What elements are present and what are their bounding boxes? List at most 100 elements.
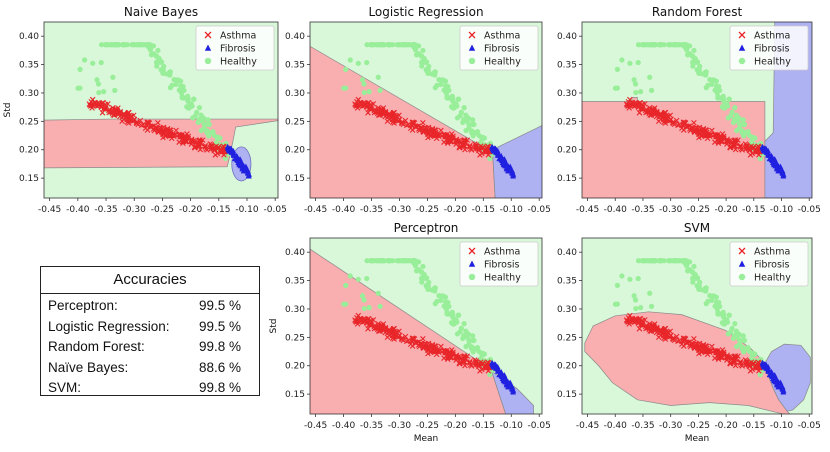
healthy-point [685, 268, 691, 274]
healthy-point [461, 105, 467, 111]
healthy-legend-marker [468, 273, 476, 281]
fibrosis-point [224, 143, 231, 149]
healthy-point [627, 276, 633, 282]
asthma-point [731, 137, 738, 144]
healthy-point [703, 85, 709, 91]
fibrosis-point [503, 159, 509, 166]
healthy-point [690, 63, 696, 69]
healthy-point [98, 42, 105, 48]
asthma-point [639, 322, 645, 328]
asthma-point [453, 137, 460, 144]
fibrosis-point [489, 143, 495, 149]
healthy-point [463, 127, 469, 134]
healthy-point [633, 305, 639, 312]
asthma-point [626, 105, 633, 111]
y-tick-label: 0.15 [285, 174, 305, 184]
x-tick-label: -0.15 [472, 421, 495, 431]
asthma-point [700, 125, 707, 132]
healthy-point [640, 258, 646, 264]
healthy-point [364, 275, 370, 282]
legend-label-fibrosis: Fibrosis [484, 44, 520, 55]
asthma-point [750, 360, 757, 366]
asthma-point [113, 107, 119, 114]
healthy-point [96, 89, 102, 96]
asthma-point [731, 353, 738, 360]
healthy-point [731, 117, 738, 123]
healthy-point [739, 130, 746, 136]
asthma-point [402, 333, 409, 340]
healthy-point [440, 78, 447, 84]
healthy-point [419, 279, 425, 285]
healthy-point [369, 42, 375, 48]
asthma-point [479, 150, 485, 157]
asthma-point [696, 350, 702, 357]
asthma-point [462, 146, 468, 153]
healthy-point [196, 117, 202, 123]
healthy-point [222, 155, 229, 162]
accuracy-value: 99.5 % [199, 318, 242, 334]
fibrosis-point [765, 147, 771, 154]
asthma-point [460, 353, 467, 360]
x-tick-label: -0.20 [714, 205, 738, 215]
healthy-point [726, 312, 732, 318]
asthma-point [467, 144, 473, 150]
x-tick-label: -0.35 [631, 421, 654, 431]
healthy-point [82, 57, 88, 63]
healthy-point [627, 60, 633, 66]
x-tick-label: -0.35 [631, 205, 654, 215]
asthma-point [160, 124, 167, 131]
healthy-point [458, 325, 464, 331]
asthma-point [633, 316, 640, 323]
asthma-point [467, 142, 473, 149]
asthma-point [420, 119, 426, 126]
healthy-point [120, 42, 126, 48]
healthy-point [647, 290, 653, 296]
asthma-point [413, 340, 420, 346]
healthy-point [380, 258, 387, 264]
y-tick-label: 0.25 [285, 117, 305, 127]
asthma-point [133, 119, 140, 126]
x-tick-label: -0.30 [388, 421, 412, 431]
asthma-legend-marker [468, 247, 476, 255]
healthy-point [196, 105, 203, 111]
healthy-point [681, 258, 687, 264]
healthy-point [205, 117, 211, 123]
healthy-point [707, 293, 713, 299]
asthma-point [148, 124, 155, 130]
healthy-point [725, 115, 731, 121]
x-tick-label: -0.05 [798, 421, 821, 431]
healthy-point [733, 328, 740, 334]
healthy-point [410, 258, 416, 264]
healthy-point [366, 305, 372, 311]
x-tick-label: -0.05 [798, 205, 821, 215]
asthma-point [708, 347, 715, 354]
asthma-point [364, 320, 370, 327]
plot-area [582, 238, 812, 414]
asthma-point [484, 359, 491, 365]
fibrosis-point [505, 380, 512, 387]
fibrosis-point [503, 375, 509, 382]
healthy-point [487, 371, 493, 378]
healthy-point [481, 351, 487, 357]
asthma-point [405, 337, 412, 344]
chart-panel-perceptron: -0.45 -0.40 -0.35 -0.30 -0.25 -0.20 -0.15 -0.10… [269, 221, 551, 444]
healthy-point [454, 331, 461, 337]
healthy-point [361, 81, 367, 87]
fibrosis-point [769, 157, 776, 163]
fibrosis-point [759, 143, 766, 149]
healthy-point [726, 96, 732, 102]
asthma-point [367, 322, 374, 328]
asthma-point [749, 366, 756, 373]
fibrosis-point [779, 170, 785, 176]
healthy-point [375, 290, 381, 296]
healthy-point [377, 87, 383, 93]
healthy-point [461, 333, 467, 339]
asthma-point [425, 124, 432, 131]
healthy-point [696, 286, 702, 292]
healthy-point [696, 70, 702, 76]
healthy-point [158, 59, 165, 65]
asthma-point [700, 341, 707, 348]
legend-label-fibrosis: Fibrosis [754, 44, 790, 55]
legend-label-healthy: Healthy [754, 57, 791, 68]
asthma-point [437, 347, 444, 354]
